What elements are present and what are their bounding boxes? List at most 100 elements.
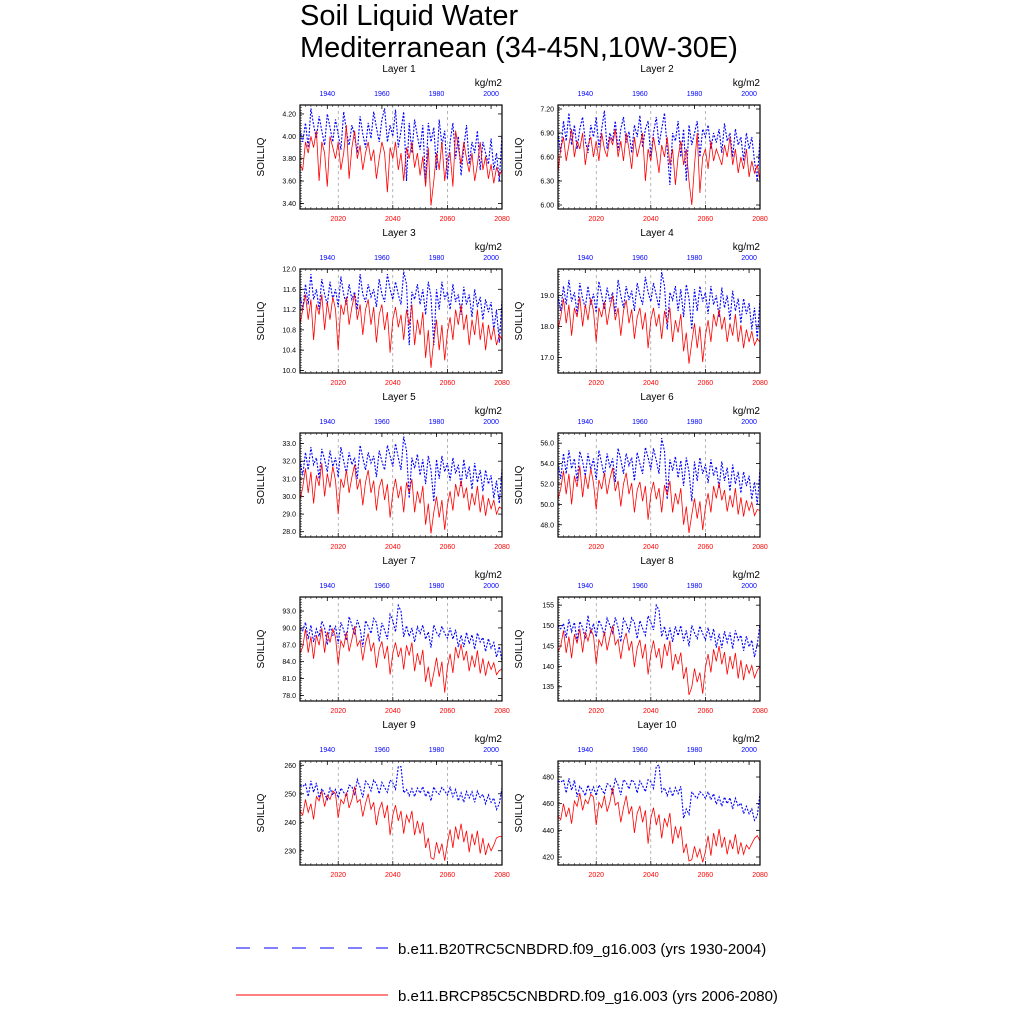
x-bottom-tick-label: 2080 bbox=[752, 380, 768, 387]
x-bottom-tick-label: 2040 bbox=[643, 872, 659, 879]
series-line-future bbox=[299, 462, 503, 534]
x-bottom-tick-label: 2080 bbox=[752, 872, 768, 879]
chart-panel-layer-10: Layer 10 kg/m2 SOILLIQ 420 440 460 480 2020 2040… bbox=[514, 720, 768, 879]
x-top-tick-label: 1980 bbox=[429, 583, 445, 590]
y-tick-label: 230 bbox=[284, 848, 296, 855]
title-line-2: Mediterranean (34-45N,10W-30E) bbox=[300, 32, 738, 64]
plot-frame bbox=[299, 268, 503, 374]
x-top-tick-label: 1940 bbox=[578, 91, 594, 98]
x-top-tick-label: 1940 bbox=[320, 91, 336, 98]
y-tick-label: 78.0 bbox=[282, 693, 296, 700]
y-axis-label: SOILLIQ bbox=[256, 629, 267, 668]
x-bottom-tick-label: 2020 bbox=[330, 544, 346, 551]
y-tick-label: 93.0 bbox=[282, 609, 296, 616]
x-top-tick-label: 1940 bbox=[320, 583, 336, 590]
panel-title: Layer 5 bbox=[382, 392, 416, 403]
plot-frame bbox=[299, 760, 503, 866]
y-tick-label: 420 bbox=[542, 855, 554, 862]
y-tick-label: 250 bbox=[284, 791, 296, 798]
y-tick-label: 18.0 bbox=[540, 324, 554, 331]
x-top-tick-label: 1940 bbox=[320, 255, 336, 262]
x-top-tick-label: 1960 bbox=[632, 747, 648, 754]
x-bottom-tick-label: 2080 bbox=[752, 544, 768, 551]
x-top-tick-label: 1980 bbox=[429, 747, 445, 754]
x-bottom-tick-label: 2040 bbox=[643, 216, 659, 223]
x-top-tick-label: 2000 bbox=[741, 747, 757, 754]
y-tick-label: 260 bbox=[284, 763, 296, 770]
y-tick-label: 30.0 bbox=[282, 494, 296, 501]
legend-label-future: b.e11.BRCP85C5CNBDRD.f09_g16.003 (yrs 20… bbox=[398, 988, 778, 1005]
y-axis-label: SOILLIQ bbox=[256, 301, 267, 340]
x-bottom-tick-label: 2040 bbox=[385, 872, 401, 879]
x-top-tick-label: 1960 bbox=[374, 583, 390, 590]
y-axis-label: SOILLIQ bbox=[514, 793, 525, 832]
plot-frame bbox=[557, 104, 761, 210]
x-bottom-tick-label: 2080 bbox=[752, 216, 768, 223]
y-axis-label: SOILLIQ bbox=[514, 301, 525, 340]
y-tick-label: 155 bbox=[542, 603, 554, 610]
panel-units: kg/m2 bbox=[733, 78, 761, 89]
x-top-tick-label: 1940 bbox=[578, 747, 594, 754]
y-tick-label: 3.60 bbox=[282, 179, 296, 186]
chart-panel-layer-8: Layer 8 kg/m2 SOILLIQ 135 140 145 150 155 2020 20… bbox=[514, 556, 768, 715]
y-tick-label: 7.20 bbox=[540, 107, 554, 114]
x-bottom-tick-label: 2020 bbox=[588, 216, 604, 223]
x-bottom-tick-label: 2020 bbox=[330, 380, 346, 387]
y-tick-label: 150 bbox=[542, 623, 554, 630]
x-bottom-tick-label: 2040 bbox=[385, 380, 401, 387]
x-top-tick-label: 2000 bbox=[483, 255, 499, 262]
series-line-historical bbox=[557, 110, 761, 186]
series-line-historical bbox=[557, 437, 761, 505]
panel-units: kg/m2 bbox=[475, 78, 503, 89]
x-top-tick-label: 2000 bbox=[741, 91, 757, 98]
y-tick-label: 84.0 bbox=[282, 659, 296, 666]
y-tick-label: 240 bbox=[284, 820, 296, 827]
x-bottom-tick-label: 2080 bbox=[752, 708, 768, 715]
y-tick-label: 17.0 bbox=[540, 355, 554, 362]
x-bottom-tick-label: 2040 bbox=[385, 544, 401, 551]
x-top-tick-label: 2000 bbox=[741, 255, 757, 262]
x-bottom-tick-label: 2080 bbox=[494, 708, 510, 715]
x-top-tick-label: 1960 bbox=[632, 255, 648, 262]
plot-frame bbox=[557, 760, 761, 866]
x-bottom-tick-label: 2040 bbox=[643, 544, 659, 551]
series-line-future bbox=[299, 786, 502, 861]
x-top-tick-label: 1980 bbox=[687, 583, 703, 590]
panel-units: kg/m2 bbox=[475, 242, 503, 253]
chart-panel-layer-6: Layer 6 kg/m2 SOILLIQ 48.0 50.0 52.0 54.0 56.0 2… bbox=[514, 392, 768, 551]
x-top-tick-label: 1940 bbox=[320, 747, 336, 754]
y-tick-label: 54.0 bbox=[540, 461, 554, 468]
chart-panel-layer-3: Layer 3 kg/m2 SOILLIQ 10.0 10.4 10.8 11.2 11.6 1… bbox=[256, 228, 510, 387]
x-bottom-tick-label: 2020 bbox=[588, 872, 604, 879]
panel-units: kg/m2 bbox=[733, 734, 761, 745]
y-tick-label: 50.0 bbox=[540, 502, 554, 509]
legend: b.e11.B20TRC5CNBDRD.f09_g16.003 (yrs 193… bbox=[236, 941, 778, 1005]
chart-panel-layer-1: Layer 1 kg/m2 SOILLIQ 3.40 3.60 3.80 4.00 4.20 2… bbox=[256, 64, 510, 223]
y-tick-label: 81.0 bbox=[282, 676, 296, 683]
series-line-future bbox=[299, 294, 503, 368]
chart-panel-layer-4: Layer 4 kg/m2 SOILLIQ 17.0 18.0 19.0 2020 2040 2… bbox=[514, 228, 768, 387]
x-bottom-tick-label: 2060 bbox=[698, 872, 714, 879]
y-tick-label: 135 bbox=[542, 684, 554, 691]
y-tick-label: 48.0 bbox=[540, 522, 554, 529]
panel-units: kg/m2 bbox=[475, 406, 503, 417]
y-tick-label: 28.0 bbox=[282, 529, 296, 536]
x-top-tick-label: 2000 bbox=[483, 583, 499, 590]
y-tick-label: 6.60 bbox=[540, 155, 554, 162]
x-top-tick-label: 1980 bbox=[687, 747, 703, 754]
chart-panel-layer-2: Layer 2 kg/m2 SOILLIQ 6.00 6.30 6.60 6.90 7.20 2… bbox=[514, 64, 768, 223]
panel-title: Layer 4 bbox=[640, 228, 674, 239]
y-tick-label: 32.0 bbox=[282, 459, 296, 466]
y-axis-label: SOILLIQ bbox=[514, 465, 525, 504]
x-bottom-tick-label: 2040 bbox=[643, 380, 659, 387]
y-tick-label: 3.80 bbox=[282, 156, 296, 163]
x-bottom-tick-label: 2040 bbox=[385, 708, 401, 715]
panel-units: kg/m2 bbox=[733, 406, 761, 417]
x-top-tick-label: 1980 bbox=[687, 255, 703, 262]
series-line-historical bbox=[299, 436, 503, 504]
x-top-tick-label: 1960 bbox=[374, 255, 390, 262]
x-bottom-tick-label: 2020 bbox=[588, 708, 604, 715]
panel-title: Layer 2 bbox=[640, 64, 674, 75]
x-bottom-tick-label: 2080 bbox=[494, 872, 510, 879]
chart-panels: Layer 1 kg/m2 SOILLIQ 3.40 3.60 3.80 4.00 4.20 2… bbox=[256, 64, 768, 879]
